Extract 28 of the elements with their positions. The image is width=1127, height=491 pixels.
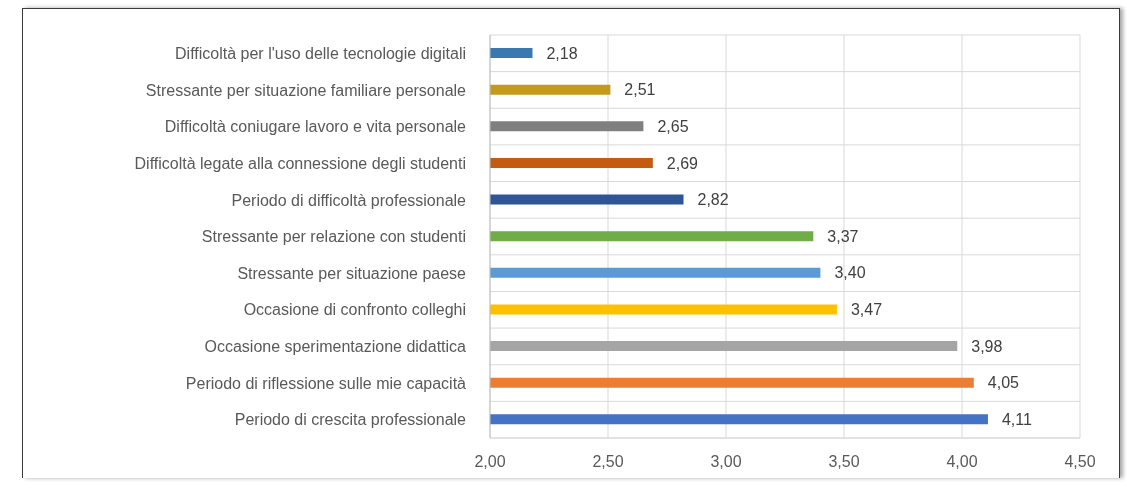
data-label: 2,65 — [657, 117, 689, 135]
data-label: 2,82 — [697, 191, 729, 209]
data-label: 2,51 — [624, 81, 656, 99]
data-label: 3,98 — [971, 337, 1003, 355]
data-label: 3,37 — [827, 227, 859, 245]
data-label: 4,05 — [987, 374, 1020, 392]
data-label: 3,47 — [850, 301, 883, 319]
y-tick-label: Stressante per situazione paese — [237, 264, 467, 282]
x-tick-label: 4,00 — [946, 453, 978, 471]
y-tick-label: Occasione sperimentazione didattica — [204, 338, 467, 356]
y-tick-label: Periodo di crescita professionale — [234, 411, 467, 429]
x-tick-label: 2,50 — [592, 453, 624, 471]
y-tick-label: Occasione di confronto colleghi — [243, 301, 466, 319]
x-tick-label: 3,50 — [828, 453, 860, 471]
data-label: 2,18 — [546, 44, 578, 62]
y-tick-label: Stressante per relazione con studenti — [201, 228, 466, 246]
y-tick-label: Periodo di difficoltà professionale — [231, 191, 467, 209]
y-tick-label: Stressante per situazione familiare personale — [145, 81, 467, 99]
data-label: 2,69 — [666, 154, 699, 172]
y-tick-label: Difficoltà legate alla connessione degli studenti — [134, 154, 466, 172]
y-tick-label: Difficoltà per l'uso delle tecnologie digitali — [175, 45, 466, 62]
y-tick-label: Difficoltà coniugare lavoro e vita personale — [164, 118, 467, 136]
data-label: 4,11 — [1001, 411, 1033, 429]
data-label: 3,40 — [834, 264, 866, 282]
x-tick-label: 3,00 — [710, 453, 742, 471]
x-tick-label: 2,00 — [474, 453, 506, 471]
x-tick-label: 4,50 — [1064, 453, 1096, 471]
y-tick-label: Periodo di riflessione sulle mie capacità — [185, 374, 467, 392]
